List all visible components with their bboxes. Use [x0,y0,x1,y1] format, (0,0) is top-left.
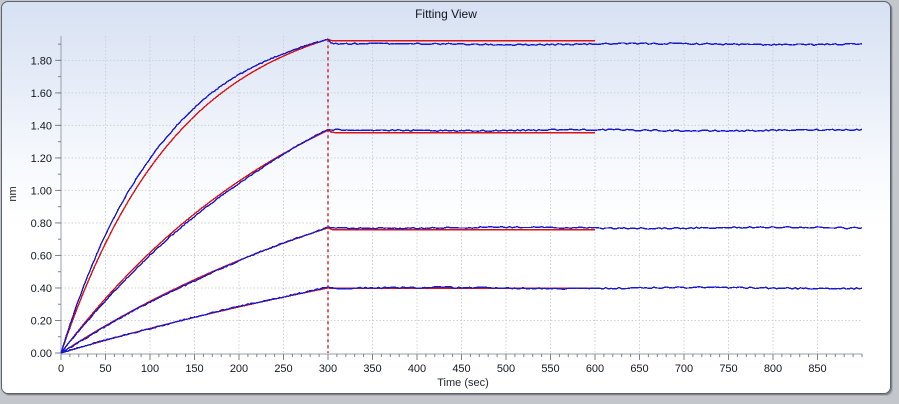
x-tick-label: 550 [541,363,559,375]
x-tick-label: 850 [808,363,826,375]
x-tick-label: 400 [408,363,426,375]
x-tick-label: 200 [230,363,248,375]
y-tick-label: 1.80 [31,55,52,67]
x-tick-label: 50 [99,363,111,375]
data-curve-2 [60,128,863,354]
y-tick-label: 1.00 [31,185,52,197]
x-tick-label: 650 [630,363,648,375]
fit-curve-1 [60,38,595,354]
x-tick-label: 700 [675,363,693,375]
y-tick-label: 1.20 [31,153,52,165]
x-tick-label: 800 [764,363,782,375]
x-tick-label: 600 [586,363,604,375]
y-tick-label: 0.40 [31,283,52,295]
x-tick-label: 500 [497,363,515,375]
data-curve-1 [60,38,863,354]
fitting-chart: 0 50 100 150 200 250 300 350 400 450 500 550 600 650 7… [31,36,863,375]
y-tick-label: 0.60 [31,250,52,262]
x-tick-label: 250 [274,363,292,375]
y-tick-label: 1.60 [31,88,52,100]
y-tick-label: 1.40 [31,120,52,132]
x-axis-title: Time (sec) [437,377,489,389]
x-tick-label: 150 [185,363,203,375]
data-curve-3 [60,225,863,354]
y-tick-label: 0.00 [31,348,52,360]
panel-title: Fitting View [415,7,477,21]
x-tick-label: 750 [719,363,737,375]
x-tick-label: 450 [452,363,470,375]
x-tick-label: 350 [363,363,381,375]
x-tick-label: 0 [58,363,64,375]
x-tick-label: 100 [141,363,159,375]
x-tick-label: 300 [319,363,337,375]
data-curve-4 [60,285,863,354]
y-tick-label: 0.20 [31,315,52,327]
fitting-view-panel: Fitting View nm Time (sec) 0 50 100 150 200 2… [1,1,891,394]
fit-curve-2 [60,129,595,354]
y-tick-label: 0.80 [31,218,52,230]
